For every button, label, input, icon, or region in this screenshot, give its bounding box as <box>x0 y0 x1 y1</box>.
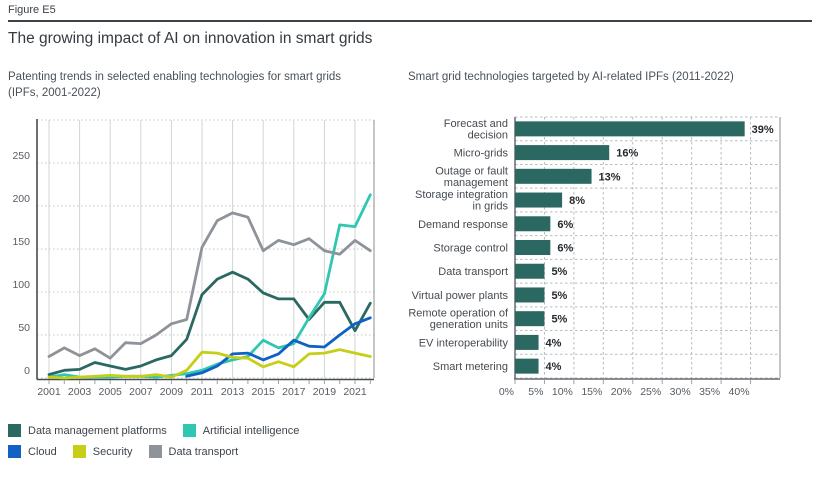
legend-swatch-icon <box>8 445 21 458</box>
bar-storage-control <box>515 240 551 255</box>
bar-value-label: 4% <box>546 337 562 349</box>
svg-text:15%: 15% <box>581 386 602 398</box>
bar-category-label-smart-metering: Smart metering <box>433 361 508 373</box>
bar-smart-metering <box>515 358 539 374</box>
legend-item-artificial-intelligence: Artificial intelligence <box>182 424 300 437</box>
bar-chart: 0% 5% 10% 15% 20% 25% 30% 35% 40% 39% Forecast and… <box>408 116 781 398</box>
bar-category-label-storage-integration-in-grids: Storage integration in grids <box>415 189 508 213</box>
svg-text:2017: 2017 <box>282 386 306 398</box>
legend-label: Data transport <box>168 445 239 458</box>
bar-demand-response <box>515 216 551 232</box>
legend-row-2: Cloud Security Data transport <box>8 445 400 458</box>
series-line-cloud <box>185 316 372 378</box>
legend-item-security: Security <box>72 445 133 458</box>
legend-row-1: Data management platforms Artificial int… <box>8 424 400 437</box>
bar-category-label-data-transport: Data transport <box>438 266 508 278</box>
svg-text:40%: 40% <box>729 386 750 398</box>
legend-item-data-management-platforms: Data management platforms <box>8 424 167 437</box>
series-line-data-transport <box>47 211 372 360</box>
legend-swatch-icon <box>182 424 196 437</box>
bar-chart-gridlines <box>515 116 781 379</box>
figure-label: Figure E5 <box>8 4 56 16</box>
svg-text:30%: 30% <box>670 386 691 398</box>
bar-value-label: 6% <box>557 219 573 231</box>
svg-text:5%: 5% <box>528 386 543 398</box>
svg-text:2007: 2007 <box>129 386 153 398</box>
svg-text:2019: 2019 <box>313 386 337 398</box>
line-chart-axes <box>36 119 374 384</box>
svg-text:2015: 2015 <box>252 386 276 398</box>
bar-value-label: 4% <box>546 361 562 373</box>
bar-value-label: 39% <box>752 124 774 136</box>
bar-value-label: 13% <box>599 171 621 183</box>
bar-category-label-outage-or-fault-management: Outage or fault management <box>435 165 508 189</box>
series-line-security <box>47 348 372 380</box>
legend-swatch-icon <box>148 445 162 458</box>
svg-text:2003: 2003 <box>68 386 92 398</box>
header-rule <box>8 20 812 22</box>
bar-value-label: 5% <box>551 266 567 278</box>
bar-chart-x-tick-labels: 0% 5% 10% 15% 20% 25% 30% 35% 40% <box>499 386 750 398</box>
legend-item-cloud: Cloud <box>8 445 57 458</box>
svg-text:0: 0 <box>24 365 30 377</box>
legend-swatch-icon <box>72 445 86 458</box>
bar-value-label: 8% <box>569 195 585 207</box>
svg-text:25%: 25% <box>640 386 661 398</box>
bar-category-label-micro-grids: Micro-grids <box>454 148 509 160</box>
bar-category-label-forecast-and-decision: Forecast and decision <box>444 118 508 142</box>
svg-text:35%: 35% <box>699 386 720 398</box>
bar-value-label: 5% <box>551 290 567 302</box>
line-chart-y-tick-labels: 0 50 100 150 200 250 <box>12 150 30 377</box>
svg-text:200: 200 <box>12 193 30 205</box>
svg-text:0%: 0% <box>499 386 514 398</box>
svg-text:2001: 2001 <box>37 386 61 398</box>
svg-text:20%: 20% <box>611 386 632 398</box>
svg-text:2005: 2005 <box>99 386 123 398</box>
svg-text:100: 100 <box>12 279 30 291</box>
series-line-data-management-platforms <box>47 270 372 376</box>
bar-ev-interoperability <box>515 334 539 350</box>
bar-chart-subtitle: Smart grid technologies targeted by AI-r… <box>408 71 734 83</box>
bar-category-label-virtual-power-plants: Virtual power plants <box>412 290 509 302</box>
legend-label: Artificial intelligence <box>202 424 300 437</box>
bar-value-label: 6% <box>557 243 573 255</box>
bar-value-label: 5% <box>551 314 567 326</box>
svg-text:2009: 2009 <box>160 386 184 398</box>
svg-text:2013: 2013 <box>221 386 245 398</box>
legend-label: Data management platforms <box>28 424 167 437</box>
bar-storage-integration-in-grids <box>515 192 563 208</box>
svg-text:10%: 10% <box>552 386 573 398</box>
figure-title: The growing impact of AI on innovation i… <box>8 30 373 47</box>
bar-value-label: 16% <box>616 148 638 160</box>
svg-text:2021: 2021 <box>343 386 367 398</box>
line-chart-legend: Data management platforms Artificial int… <box>8 424 400 466</box>
bar-category-label-remote-operation-of-generation-units: Remote operation of generation units <box>408 308 509 332</box>
svg-text:150: 150 <box>12 236 30 248</box>
line-chart-subtitle: Patenting trends in selected enabling te… <box>8 71 342 100</box>
line-chart-x-tick-labels: 2001 2003 2005 2007 2009 2011 2013 2015 2017 2019… <box>37 386 367 398</box>
legend-swatch-icon <box>8 424 21 437</box>
bar-virtual-power-plants <box>515 287 545 303</box>
bar-outage-or-fault-management <box>515 168 592 184</box>
legend-label: Cloud <box>28 445 57 458</box>
svg-text:250: 250 <box>12 150 30 162</box>
bar-category-label-demand-response: Demand response <box>418 219 508 231</box>
bar-forecast-and-decision <box>515 121 745 137</box>
legend-item-data-transport: Data transport <box>148 445 239 458</box>
legend-label: Security <box>92 445 133 458</box>
bar-category-label-ev-interoperability: EV interoperability <box>419 337 509 349</box>
bar-category-label-storage-control: Storage control <box>433 243 508 255</box>
svg-text:50: 50 <box>18 322 30 334</box>
bar-remote-operation-of-generation-units <box>515 311 545 327</box>
svg-text:2011: 2011 <box>191 386 214 398</box>
bar-micro-grids <box>515 145 610 161</box>
bar-data-transport <box>515 263 545 279</box>
